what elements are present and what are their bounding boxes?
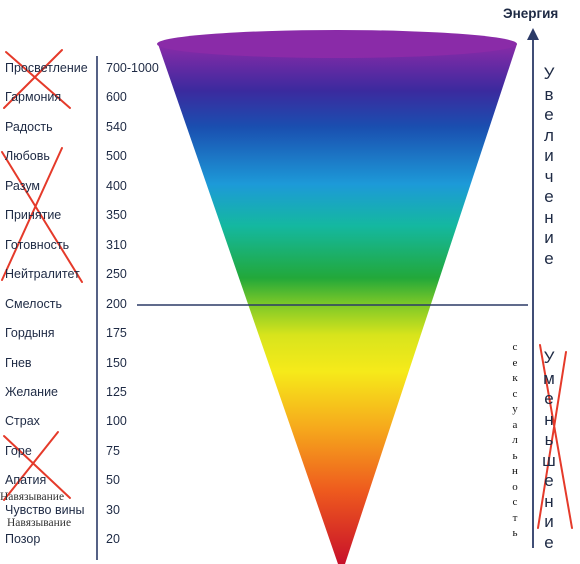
level-name: Позор [5, 532, 41, 547]
level-value: 150 [106, 355, 127, 370]
level-value: 175 [106, 326, 127, 341]
level-name: Желание [5, 384, 59, 399]
level-name: Горе [5, 443, 32, 458]
energy-cone [158, 44, 517, 564]
strike-umenshenie [537, 344, 573, 529]
level-value: 75 [106, 443, 120, 458]
level-value: 30 [106, 502, 120, 517]
level-value: 700-1000 [106, 61, 159, 75]
overlay-text-upper: Навязывание [0, 491, 65, 503]
level-name: Гармония [5, 90, 62, 105]
level-name: Радость [5, 119, 53, 134]
cone-top [157, 30, 517, 58]
level-value: 125 [106, 384, 127, 399]
level-value: 400 [106, 178, 127, 193]
strike-marks [1, 49, 573, 529]
level-name: Страх [5, 414, 40, 429]
level-name: Готовность [5, 237, 70, 252]
level-name: Просветление [5, 61, 88, 75]
level-value: 20 [106, 532, 120, 547]
level-name: Нейтралитет [5, 267, 80, 282]
strike-gore-apatia [3, 431, 71, 501]
level-name: Гнев [5, 355, 32, 370]
level-value: 100 [106, 414, 127, 429]
level-value: 50 [106, 473, 120, 488]
level-value: 500 [106, 149, 127, 164]
overlay-text-lower: Навязывание [7, 517, 72, 529]
energy-axis-arrow-icon [527, 28, 539, 40]
level-value: 200 [106, 296, 127, 311]
strike-lyubov-neytralitet [1, 147, 83, 283]
level-value: 600 [106, 90, 127, 105]
level-value: 350 [106, 208, 127, 223]
level-value: 310 [106, 237, 127, 252]
level-value: 540 [106, 119, 127, 134]
level-name: Чувство вины [5, 502, 85, 517]
level-value: 250 [106, 267, 127, 282]
level-name: Любовь [5, 149, 50, 164]
level-name: Гордыня [5, 326, 55, 341]
level-name: Апатия [5, 473, 47, 488]
level-name: Смелость [5, 296, 63, 311]
energy-axis-title: Энергия [503, 6, 559, 21]
level-name: Разум [5, 178, 41, 193]
strike-prosvetlenie-garmonia [3, 49, 71, 109]
level-name: Принятие [5, 208, 62, 223]
